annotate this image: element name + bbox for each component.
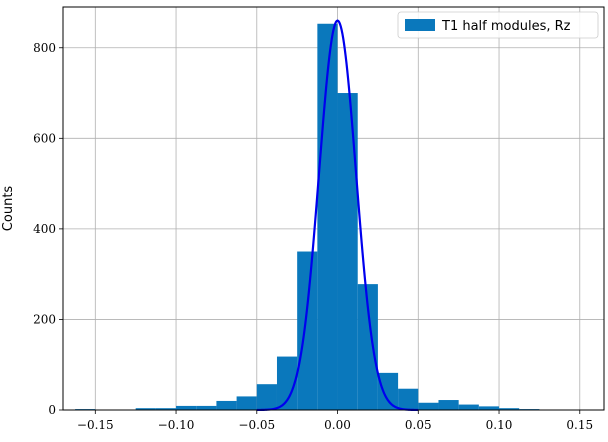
histogram-bar <box>236 396 257 410</box>
legend: T1 half modules, Rz <box>397 11 599 39</box>
histogram-bar <box>256 384 277 410</box>
histogram-bar <box>135 408 156 410</box>
histogram-bar <box>176 405 197 410</box>
y-tick-label: 600 <box>33 131 56 145</box>
histogram-bar <box>155 408 177 410</box>
x-tick-label: 0.15 <box>566 418 593 432</box>
y-tick-label: 400 <box>33 222 56 236</box>
plot-frame <box>62 6 605 411</box>
histogram-bar <box>458 404 479 410</box>
fit-curve <box>256 19 419 412</box>
histogram-bar <box>377 372 399 410</box>
y-tick-label: 200 <box>33 312 56 326</box>
histogram-bar <box>478 406 500 410</box>
histogram-bar <box>438 400 459 410</box>
x-tick-label: −0.10 <box>158 418 195 432</box>
gaussian-fit <box>256 19 419 412</box>
y-axis-label: Counts <box>1 186 16 232</box>
histogram-bar <box>216 400 237 410</box>
legend-label: T1 half modules, Rz <box>441 19 571 34</box>
y-tick-label: 800 <box>33 41 56 55</box>
x-tick-label: 0.00 <box>324 418 351 432</box>
histogram-bars <box>75 23 540 411</box>
y-tick-label: 0 <box>48 403 56 417</box>
x-tick-label: 0.10 <box>486 418 513 432</box>
legend-swatch <box>405 19 435 31</box>
histogram-bar <box>297 251 318 410</box>
x-tick-label: −0.05 <box>238 418 275 432</box>
x-tick-label: 0.05 <box>405 418 432 432</box>
histogram-bar <box>337 93 358 411</box>
histogram-bar <box>196 405 217 410</box>
histogram-bar <box>499 408 520 410</box>
histogram-bar <box>398 388 419 410</box>
axis-ticks: −0.15 −0.10 −0.05 0.00 0.05 0.10 0.15 0 200 400 60… <box>33 41 593 432</box>
histogram-bar <box>418 402 439 410</box>
x-tick-label: −0.15 <box>77 418 114 432</box>
histogram-bar <box>276 356 298 410</box>
histogram-bar <box>357 284 378 410</box>
legend-box <box>397 11 599 39</box>
